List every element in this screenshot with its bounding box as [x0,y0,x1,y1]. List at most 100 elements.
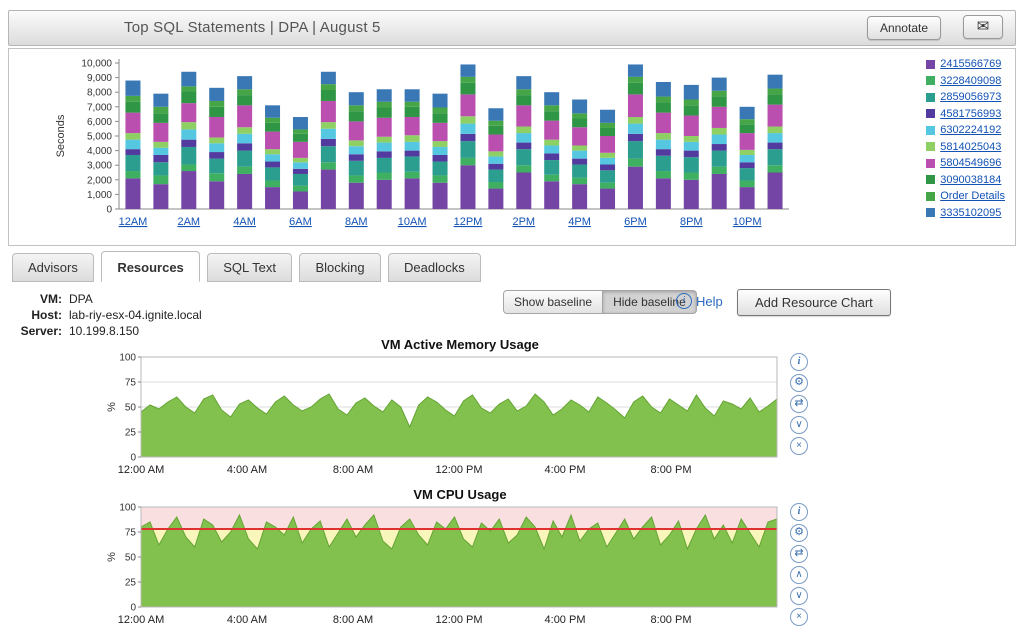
bar-segment[interactable] [516,165,532,173]
bar-segment[interactable] [600,127,616,136]
bar-segment[interactable] [488,169,504,182]
bar-segment[interactable] [516,76,532,90]
bar-segment[interactable] [655,149,671,156]
bar-segment[interactable] [683,172,699,180]
tab-advisors[interactable]: Advisors [12,253,94,282]
bar-segment[interactable] [404,89,420,102]
bar-segment[interactable] [572,113,588,119]
bar-segment[interactable] [600,157,616,165]
bar-segment[interactable] [320,138,336,147]
legend-item[interactable]: 3090038184 [926,172,1005,189]
bar-segment[interactable] [683,99,699,106]
bar-segment[interactable] [209,137,225,144]
bar-segment[interactable] [404,106,420,118]
tab-resources[interactable]: Resources [101,251,200,282]
bar-segment[interactable] [460,133,476,142]
bar-segment[interactable] [655,139,671,150]
bar-segment[interactable] [544,181,560,209]
bar-segment[interactable] [209,158,225,174]
bar-segment[interactable] [655,81,671,97]
bar-segment[interactable] [181,129,197,140]
bar-segment[interactable] [265,180,281,188]
bar-segment[interactable] [404,156,420,172]
bar-segment[interactable] [516,149,532,166]
bar-segment[interactable] [767,94,783,105]
gear-icon[interactable]: ⚙ [790,524,808,542]
bar-segment[interactable] [376,151,392,158]
close-icon[interactable]: × [790,437,808,455]
bar-segment[interactable] [432,107,448,114]
gear-icon[interactable]: ⚙ [790,374,808,392]
bar-segment[interactable] [488,125,504,135]
bar-segment[interactable] [600,122,616,128]
bar-segment[interactable] [767,74,783,89]
bar-segment[interactable] [181,86,197,92]
bar-segment[interactable] [460,157,476,166]
bar-segment[interactable] [320,146,336,163]
bar-segment[interactable] [153,122,169,142]
bar-segment[interactable] [460,165,476,209]
bar-segment[interactable] [376,101,392,108]
bar-segment[interactable] [572,118,588,128]
bar-segment[interactable] [516,105,532,127]
bar-segment[interactable] [404,171,420,179]
bar-segment[interactable] [181,139,197,147]
bar-segment[interactable] [348,140,364,147]
bar-segment[interactable] [572,164,588,178]
bar-segment[interactable] [600,152,616,158]
bar-segment[interactable] [153,162,169,176]
bar-segment[interactable] [181,146,197,165]
bar-segment[interactable] [711,166,727,174]
bar-segment[interactable] [209,181,225,209]
bar-segment[interactable] [711,90,727,97]
bar-segment[interactable] [516,172,532,210]
bar-segment[interactable] [404,150,420,157]
bar-segment[interactable] [125,95,141,102]
bar-segment[interactable] [711,173,727,209]
bar-segment[interactable] [237,150,253,167]
bar-segment[interactable] [572,177,588,185]
bar-segment[interactable] [125,139,141,150]
time-link[interactable]: 8AM [345,216,368,228]
bar-segment[interactable] [237,89,253,96]
bar-segment[interactable] [739,154,755,163]
bar-segment[interactable] [348,92,364,106]
bar-segment[interactable] [265,161,281,168]
mail-button[interactable]: ✉ [963,15,1003,39]
bar-segment[interactable] [320,162,336,170]
bar-segment[interactable] [655,96,671,103]
bar-segment[interactable] [292,185,308,192]
bar-segment[interactable] [153,93,169,107]
bar-segment[interactable] [125,154,141,172]
bar-segment[interactable] [265,187,281,209]
legend-item[interactable]: 5814025043 [926,139,1005,156]
time-link[interactable]: 6PM [624,216,647,228]
bar-segment[interactable] [739,180,755,188]
bar-segment[interactable] [320,169,336,209]
bar-segment[interactable] [572,127,588,146]
bar-segment[interactable] [292,168,308,174]
bar-segment[interactable] [488,151,504,157]
bar-segment[interactable] [767,142,783,150]
legend-item[interactable]: 4581756993 [926,106,1005,123]
bar-segment[interactable] [572,145,588,151]
bar-segment[interactable] [320,71,336,85]
time-link[interactable]: 6AM [289,216,312,228]
chevron-down-icon[interactable]: ∨ [790,416,808,434]
bar-segment[interactable] [348,160,364,176]
bar-segment[interactable] [265,105,281,118]
bar-segment[interactable] [348,121,364,141]
bar-segment[interactable] [739,124,755,134]
bar-segment[interactable] [655,102,671,113]
bar-segment[interactable] [460,94,476,117]
bar-segment[interactable] [432,161,448,176]
bar-segment[interactable] [348,105,364,112]
bar-segment[interactable] [209,106,225,118]
bar-segment[interactable] [237,173,253,209]
tab-sql-text[interactable]: SQL Text [207,253,292,282]
bar-segment[interactable] [209,143,225,153]
bar-segment[interactable] [125,171,141,179]
legend-item[interactable]: 2859056973 [926,89,1005,106]
time-link[interactable]: 4PM [568,216,591,228]
bar-segment[interactable] [544,105,560,112]
